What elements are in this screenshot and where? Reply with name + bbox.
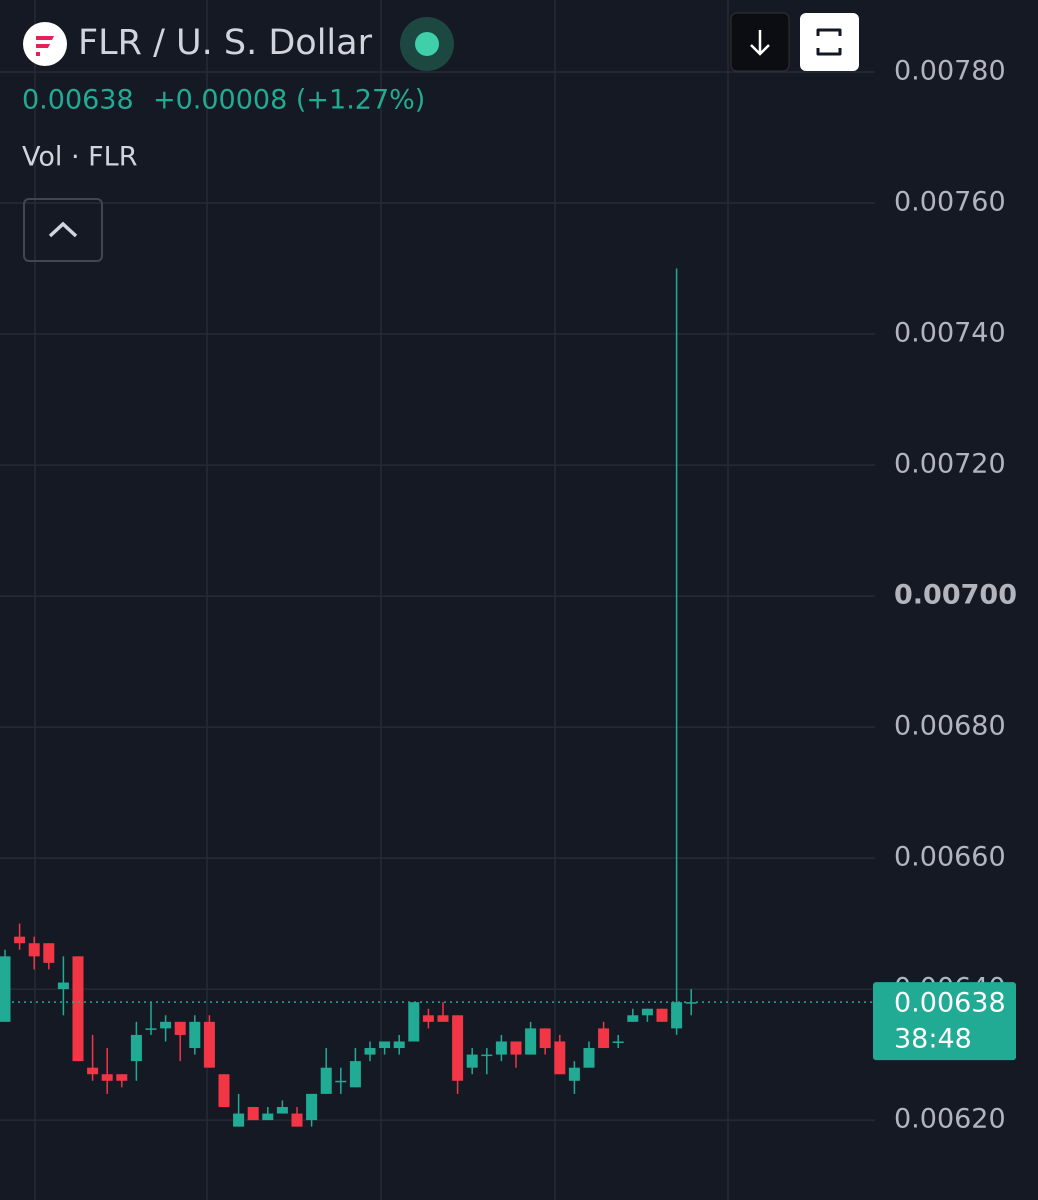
price-tag (873, 982, 1016, 1061)
candle-body (262, 1113, 274, 1121)
candle-body (174, 1021, 186, 1035)
fullscreen-button[interactable] (800, 13, 859, 71)
candle-body (510, 1041, 522, 1055)
candle-body (437, 1015, 449, 1022)
y-tick-label: 0.00700 (894, 580, 1017, 611)
candle-body (466, 1054, 478, 1068)
candle-body (320, 1067, 332, 1094)
price-tag-countdown: 38:48 (894, 1024, 972, 1055)
fullscreen-icon (816, 28, 842, 56)
candle-body (349, 1061, 361, 1088)
candle-body (306, 1093, 318, 1121)
collapse-button[interactable] (23, 198, 103, 262)
candle-body (160, 1021, 172, 1029)
candle-body (218, 1074, 230, 1107)
candle-body (291, 1113, 303, 1127)
candle-body (627, 1015, 639, 1022)
candle-body (481, 1054, 493, 1057)
symbol-title: FLR / U. S. Dollar (78, 23, 373, 63)
collapse-icon (48, 221, 78, 238)
candle-body (495, 1041, 507, 1055)
candle-body (247, 1106, 259, 1121)
candle-body (364, 1048, 376, 1055)
candle-body (641, 1008, 653, 1016)
candle-body (379, 1041, 391, 1049)
price-tag-value: 0.00638 (894, 988, 1006, 1019)
scroll-icon (750, 30, 770, 56)
candle-body (276, 1106, 288, 1114)
y-tick-label: 0.00760 (894, 187, 1006, 218)
candle-body (72, 956, 84, 1062)
volume-label: Vol · FLR (22, 142, 137, 173)
candle-body (525, 1028, 537, 1055)
candle-body (393, 1041, 405, 1049)
status-dot (415, 32, 439, 56)
candle-body (203, 1021, 215, 1068)
candle-body (101, 1074, 113, 1081)
candle-body (57, 982, 69, 990)
logo-mark (36, 36, 54, 56)
candle-body (28, 943, 40, 957)
y-tick-label: 0.00680 (894, 711, 1006, 742)
candle-body (568, 1067, 580, 1081)
candle-body (408, 1002, 420, 1042)
candle-body (233, 1113, 245, 1127)
change: +0.00008 (+1.27%) (153, 85, 425, 116)
candle-body (452, 1015, 464, 1081)
candle-body (116, 1074, 128, 1081)
candle-body (612, 1041, 624, 1043)
candle-body (14, 936, 26, 944)
candle-body (656, 1008, 668, 1022)
y-tick-label: 0.00720 (894, 449, 1006, 480)
candle-body (87, 1067, 99, 1075)
candle-body (671, 1002, 683, 1029)
candle-body (335, 1080, 347, 1083)
y-tick-label: 0.00740 (894, 318, 1006, 349)
y-tick-label: 0.00620 (894, 1104, 1006, 1135)
candle-body (130, 1034, 142, 1062)
price: 0.00638 (22, 85, 134, 116)
candle-body (583, 1048, 595, 1068)
candle-body (189, 1021, 201, 1049)
candle-body (145, 1028, 157, 1030)
candle-body (0, 956, 11, 1022)
candle-body (554, 1041, 566, 1075)
y-tick-label: 0.00660 (894, 842, 1006, 873)
candle-body (539, 1028, 551, 1049)
y-tick-label: 0.00780 (894, 56, 1006, 87)
candle-body (43, 943, 55, 963)
candle-body (422, 1015, 434, 1022)
candle-body (598, 1028, 610, 1049)
